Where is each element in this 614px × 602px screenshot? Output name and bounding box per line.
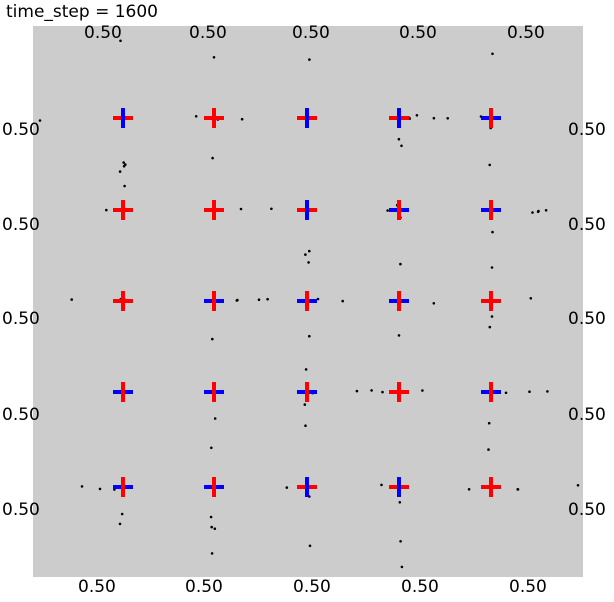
right-label-5: 0.50 bbox=[568, 500, 606, 520]
particle-dot bbox=[80, 485, 84, 488]
particle-dot bbox=[285, 486, 289, 489]
particle-dot bbox=[257, 298, 261, 302]
bottom-label-5: 0.50 bbox=[509, 577, 547, 597]
particle-dot bbox=[105, 208, 108, 212]
particle-dot bbox=[119, 39, 122, 43]
particle-dot bbox=[239, 207, 243, 211]
particle-dot bbox=[212, 56, 216, 59]
particle-dot bbox=[211, 156, 214, 160]
particle-dot bbox=[516, 488, 520, 491]
particle-dot bbox=[303, 403, 307, 406]
particle-dot bbox=[307, 261, 310, 264]
particle-dot bbox=[194, 115, 198, 118]
top-label-4: 0.50 bbox=[399, 23, 437, 43]
bottom-label-3: 0.50 bbox=[293, 577, 331, 597]
particle-dot bbox=[308, 334, 311, 338]
particle-dot bbox=[355, 389, 359, 393]
particle-dot bbox=[487, 448, 490, 451]
particle-dot bbox=[122, 161, 125, 164]
particle-dot bbox=[308, 249, 311, 253]
particle-dot bbox=[490, 266, 494, 269]
particle-dot bbox=[399, 540, 402, 543]
particle-dot bbox=[341, 299, 345, 303]
particle-dot bbox=[213, 417, 217, 420]
particle-dots bbox=[38, 39, 580, 569]
time-step-title: time_step = 1600 bbox=[6, 2, 158, 22]
particle-dot bbox=[380, 483, 383, 487]
particle-dot bbox=[211, 337, 214, 341]
particle-dot bbox=[546, 390, 549, 393]
particle-dot bbox=[123, 184, 126, 188]
particle-dot bbox=[491, 230, 494, 234]
left-label-3: 0.50 bbox=[2, 309, 40, 329]
particle-dot bbox=[124, 163, 127, 166]
particle-dot bbox=[381, 390, 384, 394]
left-label-2: 0.50 bbox=[2, 215, 40, 235]
top-label-2: 0.50 bbox=[189, 23, 227, 43]
particle-dot bbox=[488, 325, 492, 329]
particle-dot bbox=[308, 58, 311, 61]
left-label-5: 0.50 bbox=[2, 500, 40, 520]
particle-dot bbox=[491, 52, 494, 56]
particle-dot bbox=[415, 114, 419, 117]
particle-dot bbox=[528, 390, 531, 394]
particle-dot bbox=[118, 522, 122, 526]
right-label-2: 0.50 bbox=[568, 215, 606, 235]
particle-dot bbox=[397, 137, 401, 141]
left-label-4: 0.50 bbox=[2, 405, 40, 425]
particle-dot bbox=[370, 389, 373, 392]
particle-dot bbox=[467, 488, 471, 491]
particle-dot bbox=[210, 446, 213, 450]
left-label-1: 0.50 bbox=[2, 120, 40, 140]
particle-dot bbox=[397, 334, 401, 337]
particle-dot bbox=[304, 424, 307, 428]
particle-dot bbox=[490, 315, 494, 318]
top-label-3: 0.50 bbox=[292, 23, 330, 43]
particle-dot bbox=[544, 209, 548, 212]
particle-dot bbox=[98, 487, 102, 491]
particle-dot bbox=[120, 512, 124, 516]
cross-markers bbox=[113, 108, 501, 497]
particle-dot bbox=[118, 170, 122, 173]
particle-dot bbox=[70, 298, 73, 301]
particle-dot bbox=[266, 297, 269, 301]
bottom-label-4: 0.50 bbox=[401, 577, 439, 597]
particle-dot bbox=[38, 119, 42, 122]
particle-dot bbox=[209, 515, 213, 519]
bottom-label-1: 0.50 bbox=[78, 577, 116, 597]
particle-dot bbox=[487, 421, 491, 425]
particle-dot bbox=[304, 368, 308, 371]
particle-dot bbox=[399, 262, 402, 266]
particle-dot bbox=[270, 207, 273, 211]
particle-dot bbox=[537, 209, 540, 213]
particle-dot bbox=[316, 297, 320, 301]
particle-dot bbox=[531, 211, 534, 214]
particle-dot bbox=[240, 117, 244, 121]
top-label-1: 0.50 bbox=[84, 23, 122, 43]
particle-dot bbox=[213, 527, 217, 530]
particle-dot bbox=[504, 391, 508, 395]
particle-dot bbox=[304, 253, 307, 256]
particle-dot bbox=[210, 525, 213, 529]
particle-dot bbox=[400, 144, 403, 148]
particle-dot bbox=[421, 389, 424, 392]
particle-dot bbox=[488, 163, 492, 167]
particle-dot bbox=[432, 116, 436, 120]
particle-dot bbox=[529, 297, 533, 300]
particle-dot bbox=[386, 209, 389, 212]
particle-dot bbox=[432, 302, 436, 305]
particle-dot bbox=[446, 117, 450, 120]
particle-dot bbox=[398, 501, 402, 504]
right-label-1: 0.50 bbox=[568, 120, 606, 140]
particle-dot bbox=[210, 552, 214, 555]
particle-dot bbox=[308, 544, 312, 548]
bottom-label-2: 0.50 bbox=[185, 577, 223, 597]
particle-dot bbox=[400, 565, 404, 569]
right-label-3: 0.50 bbox=[568, 309, 606, 329]
particle-dot bbox=[576, 484, 580, 487]
right-label-4: 0.50 bbox=[568, 405, 606, 425]
top-label-5: 0.50 bbox=[507, 23, 545, 43]
particle-dot bbox=[235, 299, 239, 302]
